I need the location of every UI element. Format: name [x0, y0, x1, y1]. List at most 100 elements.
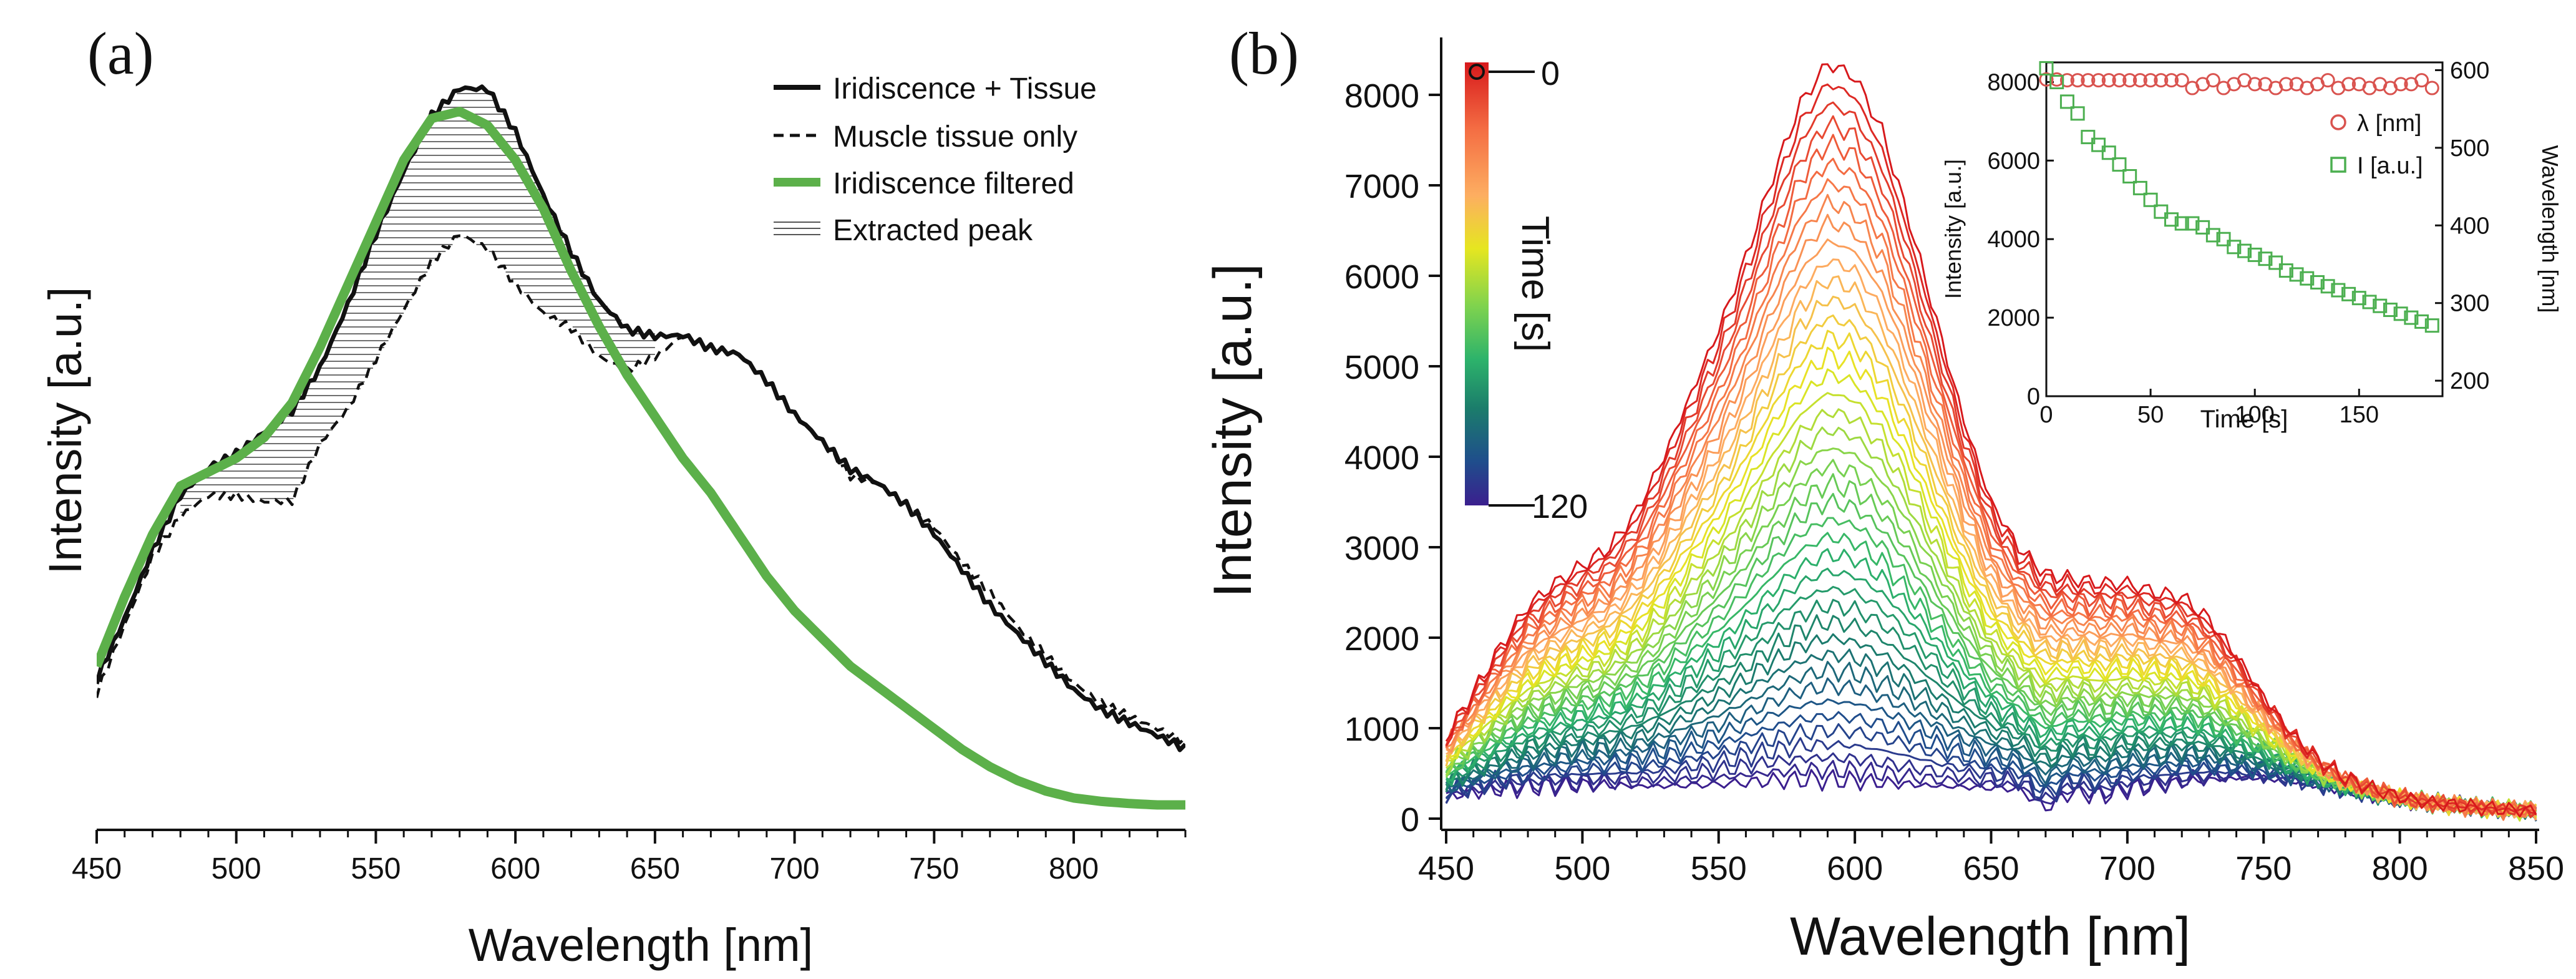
inset-intensity-point — [2081, 130, 2096, 145]
inset-intensity-point — [2310, 275, 2325, 290]
inset-intensity-point — [2091, 137, 2106, 152]
inset-y-right-tick-label: 600 — [2450, 57, 2489, 84]
panel-b-y-tick-label: 8000 — [1344, 77, 1419, 115]
inset-x-tick-label: 150 — [2340, 402, 2379, 428]
inset-y-left-tick-label: 0 — [2027, 384, 2040, 410]
inset-lambda-point — [2091, 73, 2106, 88]
panel-b-x-tick-label: 650 — [1963, 850, 2019, 887]
inset-legend-lambda-marker — [2330, 114, 2346, 130]
inset-intensity-point — [2164, 212, 2179, 227]
inset-intensity-point — [2101, 145, 2116, 160]
inset-intensity-point — [2174, 216, 2189, 231]
inset-intensity-point — [2185, 216, 2200, 231]
colorbar-gradient — [1465, 62, 1489, 505]
inset-lambda-point — [2174, 73, 2189, 88]
panel-b-x-ticks: 450 500 550 600 650 700 750 800 850 — [1418, 830, 2564, 887]
panel-a-legend: Iridiscence + Tissue Muscle tissue only … — [774, 72, 1097, 247]
inset-y-right-tick-label: 400 — [2450, 213, 2489, 239]
inset-intensity-point — [2070, 106, 2085, 121]
colorbar-tick-top-label: 0 — [1541, 55, 1560, 92]
panel-a-label: (a) — [87, 20, 154, 87]
panel-b-y-tick-label: 2000 — [1344, 620, 1419, 658]
panel-a-x-tick-label: 800 — [1049, 852, 1099, 885]
spectrum-line — [1445, 134, 2537, 814]
inset-y-left-tick-label: 8000 — [1987, 69, 2040, 95]
inset-intensity-point — [2404, 310, 2419, 325]
panel-b-y-tick-label: 0 — [1401, 801, 1419, 839]
inset-intensity-point — [2237, 243, 2252, 258]
inset-intensity-point — [2351, 291, 2366, 306]
inset-y-right-tick-label: 300 — [2450, 291, 2489, 317]
inset-lambda-point — [2132, 73, 2147, 88]
panel-a-series — [97, 84, 1185, 810]
inset-ticks: 0 50 100 150 0 2000 4000 6000 8000 200 300 400 500 60… — [1987, 57, 2489, 428]
panel-a-x-tick-label: 550 — [351, 852, 401, 885]
inset-legend-lambda-label: λ [nm] — [2357, 110, 2421, 137]
inset-lambda-point — [2154, 73, 2169, 88]
legend-swatch-extracted — [774, 222, 820, 235]
panel-a-x-tick-label: 600 — [490, 852, 540, 885]
panel-a-y-label: Intensity [a.u.] — [39, 287, 91, 575]
panel-b-x-tick-label: 750 — [2235, 850, 2292, 887]
inset-intensity-point — [2227, 240, 2242, 255]
inset-lambda-point — [2122, 73, 2137, 88]
time-colorbar: 0 0 120 Time [s] — [1465, 55, 1588, 525]
inset-intensity-point — [2341, 286, 2356, 301]
legend-label-filtered: Iridiscence filtered — [833, 167, 1074, 200]
inset-intensity-point — [2373, 298, 2388, 313]
spectrum-line — [1445, 101, 2537, 819]
spectrum-line — [1445, 492, 2537, 814]
inset-intensity-point — [2154, 204, 2169, 219]
panel-a-x-tick-label: 700 — [770, 852, 820, 885]
inset-y-right-label: Wavelength [nm] — [2537, 145, 2563, 313]
panel-a-x-tick-label: 650 — [630, 852, 680, 885]
panel-b-x-tick-label: 450 — [1418, 850, 1474, 887]
panel-a-x-ticks: 450 500 550 600 650 700 750 800 — [72, 830, 1187, 885]
inset-y-left-tick-label: 2000 — [1987, 305, 2040, 331]
spectrum-line — [1446, 193, 2537, 820]
panel-b-y-label: Intensity [a.u.] — [1203, 263, 1263, 597]
inset-intensity-point — [2205, 228, 2220, 243]
panel-a: (a) 450 500 550 600 650 700 750 800 Wavelength … — [39, 20, 1187, 971]
panel-b-x-tick-label: 550 — [1691, 850, 1747, 887]
panel-b-y-tick-label: 5000 — [1344, 349, 1419, 386]
inset-frame — [2045, 61, 2444, 397]
inset-y-left-label: Intensity [a.u.] — [1940, 159, 1966, 299]
inset-intensity-point — [2216, 231, 2231, 246]
inset-intensity-point — [2320, 279, 2335, 294]
panel-b-label: (b) — [1229, 20, 1299, 87]
inset-lambda-point — [2070, 73, 2085, 88]
panel-b-y-tick-label: 3000 — [1344, 530, 1419, 567]
panel-b-x-tick-label: 800 — [2372, 850, 2428, 887]
inset-lambda-point — [2278, 77, 2293, 92]
inset-intensity-point — [2289, 267, 2304, 282]
inset-chart: 0 50 100 150 0 2000 4000 6000 8000 200 300 400 500 60… — [1940, 57, 2563, 433]
inset-intensity-point — [2300, 271, 2315, 286]
panel-b-y-tick-label: 1000 — [1344, 711, 1419, 748]
inset-intensity-point — [2112, 157, 2127, 172]
inset-legend-intensity-label: I [a.u.] — [2357, 153, 2423, 179]
inset-lambda-point — [2059, 73, 2074, 88]
inset-x-tick-label: 50 — [2137, 402, 2164, 428]
inset-intensity-point — [2383, 303, 2398, 318]
inset-intensity-point — [2268, 255, 2283, 270]
panel-b-x-label: Wavelength [nm] — [1790, 907, 2190, 967]
inset-intensity-point — [2331, 283, 2346, 298]
panel-b-y-tick-label: 4000 — [1344, 439, 1419, 477]
inset-y-left-tick-label: 4000 — [1987, 226, 2040, 253]
panel-b-spectra — [1445, 63, 2537, 822]
inset-x-tick-label: 100 — [2235, 402, 2275, 428]
panel-a-x-tick-label: 750 — [909, 852, 959, 885]
panel-b-x-tick-label: 700 — [2099, 850, 2156, 887]
inset-lambda-point — [2205, 73, 2220, 88]
inset-lambda-point — [2143, 73, 2158, 88]
inset-y-right-tick-label: 200 — [2450, 368, 2489, 394]
legend-label-muscle: Muscle tissue only — [833, 120, 1077, 153]
inset-lambda-point — [2112, 73, 2127, 88]
panel-b-y-tick-label: 6000 — [1344, 258, 1419, 296]
panel-a-x-tick-label: 450 — [72, 852, 122, 885]
panel-b: (b) 450 500 550 600 650 700 750 800 850 01000200… — [1203, 20, 2564, 967]
inset-y-right-tick-label: 500 — [2450, 135, 2489, 162]
inset-intensity-point — [2122, 169, 2137, 184]
